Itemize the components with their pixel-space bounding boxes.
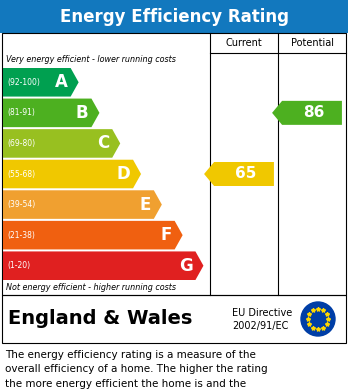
Text: (92-100): (92-100) [7,78,40,87]
Text: B: B [76,104,88,122]
Text: (1-20): (1-20) [7,261,30,270]
Polygon shape [3,160,141,188]
Text: F: F [160,226,172,244]
FancyBboxPatch shape [0,0,348,33]
Text: C: C [97,135,109,152]
Text: England & Wales: England & Wales [8,310,192,328]
Bar [2,33,346,295]
Circle shape [301,302,335,336]
Text: EU Directive: EU Directive [232,308,292,318]
Text: Not energy efficient - higher running costs: Not energy efficient - higher running co… [6,283,176,292]
Polygon shape [272,101,342,125]
Polygon shape [204,162,274,186]
Polygon shape [3,129,120,158]
Text: E: E [140,196,151,213]
Text: Very energy efficient - lower running costs: Very energy efficient - lower running co… [6,56,176,65]
Polygon shape [3,221,183,249]
Text: 86: 86 [303,105,325,120]
Text: G: G [179,257,192,275]
Text: (21-38): (21-38) [7,231,35,240]
Bar [2,295,346,343]
Text: (55-68): (55-68) [7,170,35,179]
Polygon shape [3,99,100,127]
Text: D: D [116,165,130,183]
Text: Current: Current [226,38,262,48]
Text: (81-91): (81-91) [7,108,35,117]
Text: (39-54): (39-54) [7,200,35,209]
Text: Potential: Potential [291,38,333,48]
Text: A: A [55,73,68,91]
Polygon shape [3,251,204,280]
Polygon shape [3,190,162,219]
Text: Energy Efficiency Rating: Energy Efficiency Rating [60,7,288,25]
Text: (69-80): (69-80) [7,139,35,148]
Text: 65: 65 [235,167,257,181]
Text: 2002/91/EC: 2002/91/EC [232,321,288,331]
Polygon shape [3,68,79,97]
Text: The energy efficiency rating is a measure of the
overall efficiency of a home. T: The energy efficiency rating is a measur… [5,350,268,391]
